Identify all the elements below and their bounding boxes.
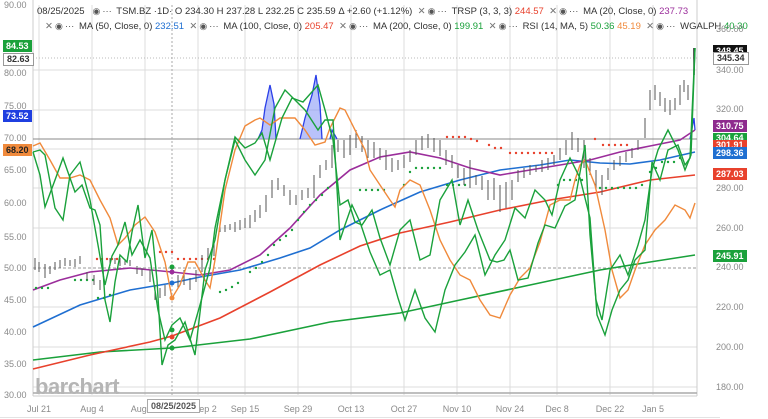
more-icon[interactable]: ··· bbox=[508, 21, 518, 32]
study-ma100-value: 205.47 bbox=[304, 21, 334, 32]
ma100-tag: 287.03 bbox=[713, 168, 747, 180]
study-ma20-name[interactable]: MA (20, Close, 0) bbox=[583, 6, 657, 17]
ma100-line bbox=[32, 174, 696, 370]
wgalph-prev-tag: 82.63 bbox=[3, 53, 34, 66]
ma20-line bbox=[32, 129, 696, 291]
wgalph-value-tag: 73.52 bbox=[3, 110, 32, 122]
divider bbox=[0, 417, 720, 418]
prev-close-tag: 345.34 bbox=[713, 52, 749, 65]
rsi-ma-value-tag: 68.20 bbox=[3, 144, 32, 156]
rsi-line bbox=[32, 47, 696, 366]
eye-icon[interactable]: ◉ bbox=[348, 21, 357, 31]
open-value: 234.30 bbox=[184, 6, 214, 17]
more-icon[interactable]: ··· bbox=[64, 21, 75, 32]
study-ma100-name[interactable]: MA (100, Close, 0) bbox=[223, 21, 302, 32]
close-icon[interactable]: ✕ bbox=[549, 6, 558, 17]
crosshair-markers bbox=[169, 264, 175, 351]
close-icon[interactable]: ✕ bbox=[646, 21, 655, 32]
ma200-tag: 245.91 bbox=[713, 250, 747, 262]
ma20-tag: 310.75 bbox=[713, 120, 747, 132]
study-rsi-name[interactable]: RSI (14, MA, 5) bbox=[522, 21, 589, 32]
study-ma20-value: 237.73 bbox=[659, 6, 689, 17]
eye-icon[interactable]: ◉ bbox=[199, 21, 208, 31]
study-wgalph-name[interactable]: WGALPH bbox=[680, 21, 722, 32]
study-ma200-name[interactable]: MA (200, Close, 0) bbox=[372, 21, 452, 32]
eye-icon[interactable]: ◉ bbox=[54, 21, 63, 31]
ma200-line bbox=[32, 254, 696, 361]
legend-row-1: 08/25/2025 ◉ ··· TSM.BZ ·1D· O 234.30 H 2… bbox=[37, 6, 689, 17]
rsi-overbought-fill bbox=[258, 75, 337, 139]
close-icon[interactable]: ✕ bbox=[189, 21, 198, 32]
trsp-green-tag: 304.64 bbox=[713, 133, 747, 140]
barchart-logo: barchart bbox=[35, 374, 120, 399]
study-wgalph-value: 40.30 bbox=[723, 21, 748, 32]
eye-icon[interactable]: ◉ bbox=[498, 21, 507, 31]
legend-row-2: ✕ ◉ ··· MA (50, Close, 0) 232.51 ✕ ◉ ··· MA … bbox=[45, 20, 748, 33]
high-value: 237.28 bbox=[226, 6, 256, 17]
more-icon[interactable]: ··· bbox=[665, 21, 676, 32]
eye-icon[interactable]: ◉ bbox=[427, 6, 436, 16]
trsp-red-tag: 301.91 bbox=[713, 140, 747, 147]
more-icon[interactable]: ··· bbox=[437, 6, 447, 17]
study-rsi-ma-value: 45.19 bbox=[617, 21, 641, 32]
close-value: 235.59 bbox=[306, 6, 336, 17]
grid-lines bbox=[33, 5, 697, 395]
close-icon[interactable]: ✕ bbox=[45, 21, 53, 32]
low-value: 232.25 bbox=[265, 6, 295, 17]
rsi-ma-line bbox=[32, 107, 696, 319]
legend-interval: ·1D· bbox=[153, 6, 173, 17]
study-trsp-value: 244.57 bbox=[514, 6, 544, 17]
eye-icon[interactable]: ◉ bbox=[656, 21, 664, 31]
close-icon[interactable]: ✕ bbox=[488, 21, 497, 32]
legend-date: 08/25/2025 bbox=[37, 6, 85, 17]
change-value: Δ +2.60 (+1.12%) bbox=[338, 6, 413, 17]
eye-icon[interactable]: ◉ bbox=[559, 6, 567, 16]
study-trsp-name[interactable]: TRSP (3, 3, 3) bbox=[451, 6, 513, 17]
eye-icon[interactable]: ◉ bbox=[92, 6, 101, 16]
close-icon[interactable]: ✕ bbox=[417, 6, 426, 17]
trsp-dots-red bbox=[95, 135, 629, 261]
crosshair-date-label: 08/25/2025 bbox=[147, 399, 201, 413]
price-bars bbox=[34, 48, 695, 300]
more-icon[interactable]: ··· bbox=[102, 6, 112, 17]
more-icon[interactable]: ··· bbox=[358, 21, 369, 32]
study-ma200-value: 199.91 bbox=[454, 21, 484, 32]
more-icon[interactable]: ··· bbox=[568, 6, 579, 17]
legend-symbol[interactable]: TSM.BZ bbox=[116, 6, 152, 17]
wgalph-line bbox=[32, 47, 696, 343]
close-icon[interactable]: ✕ bbox=[338, 21, 347, 32]
more-icon[interactable]: ··· bbox=[209, 21, 219, 32]
study-ma50-name[interactable]: MA (50, Close, 0) bbox=[78, 21, 153, 32]
ma50-tag: 298.36 bbox=[713, 147, 747, 159]
study-ma50-value: 232.51 bbox=[155, 21, 185, 32]
rsi-value-tag: 84.53 bbox=[3, 40, 32, 52]
study-rsi-value: 50.36 bbox=[590, 21, 615, 32]
